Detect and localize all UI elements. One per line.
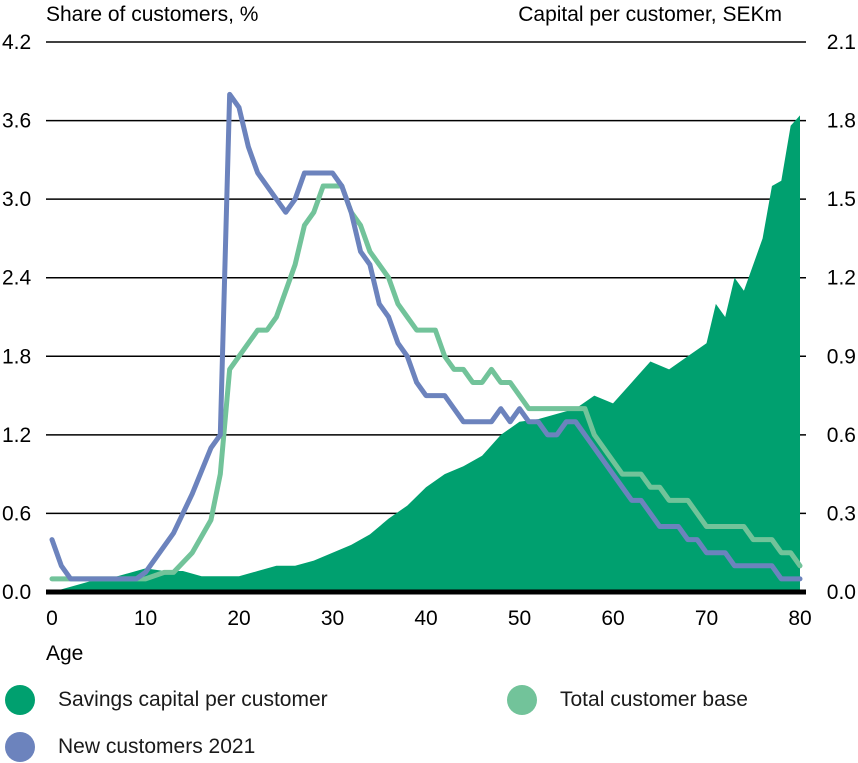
- x-tick-label: 60: [601, 607, 624, 630]
- right-tick-label: 1.8: [827, 110, 856, 133]
- lines-layer: [49, 91, 803, 582]
- right-axis-title: Capital per customer, SEKm: [518, 3, 782, 26]
- left-tick-label: 3.6: [2, 110, 31, 133]
- legend-item-total: Total customer base: [507, 685, 748, 715]
- savings-legend-label: Savings capital per customer: [58, 688, 328, 711]
- right-tick-label: 0.6: [827, 424, 856, 447]
- left-tick-label: 0.6: [2, 502, 31, 525]
- legend-item-savings: Savings capital per customer: [5, 685, 328, 715]
- total-customer-base-line: [49, 183, 803, 582]
- left-axis-title: Share of customers, %: [46, 3, 258, 26]
- left-tick-label: 1.2: [2, 424, 31, 447]
- x-tick-label: 80: [788, 607, 811, 630]
- right-tick-label: 0.9: [827, 345, 856, 368]
- left-tick-label: 3.0: [2, 188, 31, 211]
- left-tick-label: 2.4: [2, 267, 32, 290]
- new-legend-swatch: [5, 732, 35, 762]
- x-tick-label: 50: [508, 607, 531, 630]
- x-tick-label: 20: [227, 607, 250, 630]
- legend-item-new: New customers 2021: [5, 732, 255, 762]
- right-tick-label: 1.5: [827, 188, 856, 211]
- left-tick-label: 1.8: [2, 345, 31, 368]
- x-axis-title: Age: [46, 642, 83, 665]
- savings-area-layer: [52, 115, 800, 592]
- new-customers-2021-line: [49, 91, 803, 582]
- x-tick-label: 70: [695, 607, 718, 630]
- total-legend-label: Total customer base: [560, 688, 748, 711]
- savings-legend-swatch: [5, 685, 35, 715]
- right-tick-label: 2.1: [827, 31, 856, 54]
- right-tick-label: 0.0: [827, 581, 856, 604]
- total-legend-swatch: [507, 685, 537, 715]
- new-legend-label: New customers 2021: [58, 735, 256, 758]
- x-tick-label: 0: [46, 607, 58, 630]
- x-tick-label: 40: [414, 607, 437, 630]
- axes-layer: 0.0 0.6 1.2 1.8 2.4 3.0 3.6 4.2 0.0 0.3 0.6 0.9 1.2 1…: [2, 31, 856, 630]
- right-tick-label: 0.3: [827, 502, 856, 525]
- chart-canvas: 0.0 0.6 1.2 1.8 2.4 3.0 3.6 4.2 0.0 0.3 0.6 0.9 1.2 1…: [2, 3, 856, 665]
- right-tick-label: 1.2: [827, 267, 856, 290]
- left-tick-label: 4.2: [2, 31, 31, 54]
- gridlines: [46, 41, 806, 515]
- x-tick-label: 10: [134, 607, 157, 630]
- left-tick-label: 0.0: [2, 581, 31, 604]
- x-tick-label: 30: [321, 607, 344, 630]
- savings-capital-area: [52, 115, 800, 592]
